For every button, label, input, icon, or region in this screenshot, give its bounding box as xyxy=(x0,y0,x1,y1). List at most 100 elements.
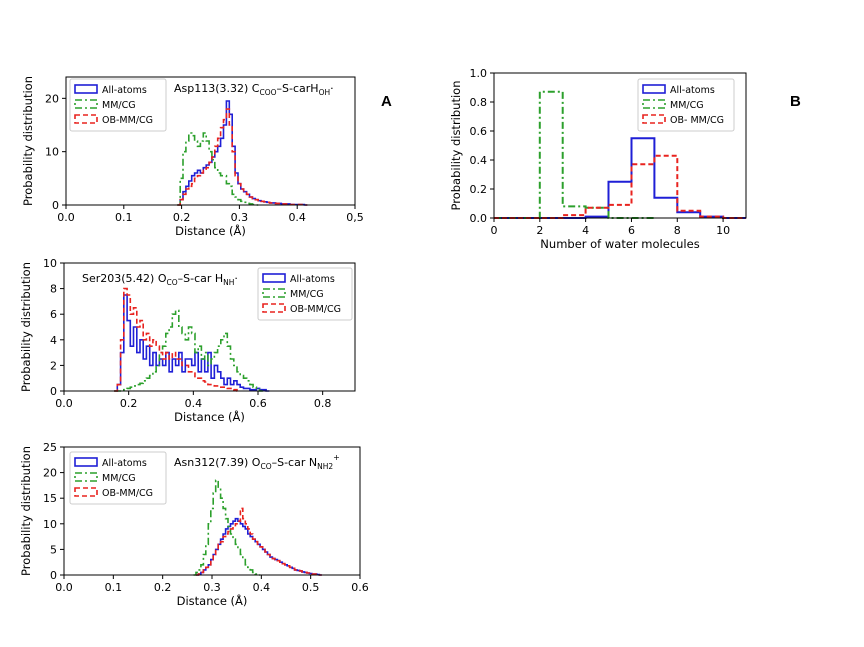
y-tick-label: 1.0 xyxy=(470,67,488,80)
series-line-asp113-1 xyxy=(177,132,259,206)
y-axis-label: Probability distribution xyxy=(449,81,463,211)
legend-label: All-atoms xyxy=(102,85,147,96)
x-axis-label: Number of water molecules xyxy=(540,237,699,251)
y-axis-label: Probability distribution xyxy=(19,446,33,576)
legend-label: MM/CG xyxy=(102,473,136,484)
series-line-water-2 xyxy=(494,154,746,219)
y-tick-label: 0 xyxy=(52,199,59,212)
plot-frame-asp113 xyxy=(65,76,356,206)
plot-frame-ser203 xyxy=(63,262,356,392)
x-tick-label: 0.5 xyxy=(302,581,320,594)
chart-water: 0 2 4 6 8 10 0.0 0.2 0.4 0.6 0.8 1.0 Number of water… xyxy=(449,67,747,251)
x-tick-label: 4 xyxy=(582,224,589,237)
x-axis-label: Distance (Å) xyxy=(175,223,246,238)
x-tick-label: 0.4 xyxy=(253,581,271,594)
panel-label-a: A xyxy=(381,93,392,110)
legend-swatch xyxy=(74,114,98,124)
x-tick-label: 8 xyxy=(674,224,681,237)
y-tick-label: 10 xyxy=(43,257,57,270)
y-axis-label: Probability distribution xyxy=(19,262,33,392)
plot-frame-water xyxy=(493,72,747,219)
y-tick-label: 8 xyxy=(50,283,57,296)
y-tick-label: 0.6 xyxy=(470,125,488,138)
x-axis-label: Distance (Å) xyxy=(177,593,248,608)
x-tick-label: 0.6 xyxy=(249,397,267,410)
legend-swatch xyxy=(74,457,98,467)
x-tick-label: 0.2 xyxy=(173,211,191,224)
legend-swatch xyxy=(74,99,98,109)
y-tick-label: 0.8 xyxy=(470,96,488,109)
x-tick-label: 2 xyxy=(536,224,543,237)
series-line-asn312-1 xyxy=(193,479,261,576)
legend-label: MM/CG xyxy=(290,289,324,300)
annotation-ser203: Ser203(5.42) OCO–S-car HNH· xyxy=(82,272,238,287)
y-tick-label: 0.2 xyxy=(470,183,488,196)
legend-label: OB-MM/CG xyxy=(290,304,341,315)
y-tick-label: 20 xyxy=(45,92,59,105)
y-tick-label: 15 xyxy=(43,492,57,505)
x-tick-label: 0.0 xyxy=(55,397,73,410)
legend-label: MM/CG xyxy=(670,100,704,111)
legend-swatch xyxy=(642,99,666,109)
y-tick-label: 5 xyxy=(50,543,57,556)
legend-label: OB- MM/CG xyxy=(670,115,724,126)
y-tick-label: 20 xyxy=(43,467,57,480)
x-tick-label: 0.2 xyxy=(120,397,138,410)
y-axis-label: Probability distribution xyxy=(21,76,35,206)
x-tick-label: 0.8 xyxy=(314,397,332,410)
x-tick-label: 0.2 xyxy=(154,581,172,594)
series-line-asn312-2 xyxy=(196,507,322,576)
legend-swatch xyxy=(642,114,666,124)
x-tick-label: 0 xyxy=(491,224,498,237)
legend-swatch xyxy=(74,472,98,482)
x-tick-label: 0.1 xyxy=(105,581,123,594)
annotation-asn312: Asn312(7.39) OCO–S-car NNH2+ xyxy=(174,453,340,471)
legend-label: OB-MM/CG xyxy=(102,115,153,126)
series-line-asn312-0 xyxy=(196,517,322,576)
x-tick-label: 0.4 xyxy=(185,397,203,410)
legend-box-ser203 xyxy=(257,267,353,321)
legend-label: All-atoms xyxy=(670,85,715,96)
legend-label: MM/CG xyxy=(102,100,136,111)
y-tick-label: 25 xyxy=(43,441,57,454)
y-tick-label: 6 xyxy=(50,308,57,321)
x-tick-label: 0.0 xyxy=(55,581,73,594)
panel-label-b: B xyxy=(790,93,801,110)
y-tick-label: 0 xyxy=(50,569,57,582)
legend-box-water xyxy=(637,78,735,132)
x-tick-label: 0.3 xyxy=(231,211,249,224)
series-line-water-0 xyxy=(494,137,746,219)
y-tick-label: 4 xyxy=(50,334,57,347)
series-line-asp113-2 xyxy=(177,108,308,206)
x-tick-label: 0.0 xyxy=(57,211,75,224)
legend-label: All-atoms xyxy=(102,458,147,469)
x-tick-label: 0.4 xyxy=(288,211,306,224)
x-tick-label: 0,5 xyxy=(346,211,364,224)
legend-label: OB-MM/CG xyxy=(102,488,153,499)
chart-ser203: 0.0 0.2 0.4 0.6 0.8 0 2 4 6 8 10 Distance (Å) Probab… xyxy=(19,257,356,424)
x-tick-label: 0.3 xyxy=(203,581,221,594)
y-tick-label: 0 xyxy=(50,385,57,398)
y-tick-label: 10 xyxy=(43,518,57,531)
legend-box-asn312 xyxy=(69,451,167,505)
y-tick-label: 10 xyxy=(45,146,59,159)
series-line-ser203-2 xyxy=(114,287,241,392)
legend-swatch xyxy=(642,84,666,94)
x-tick-label: 6 xyxy=(628,224,635,237)
series-line-ser203-1 xyxy=(114,309,263,392)
x-tick-label: 0.1 xyxy=(115,211,133,224)
legend-swatch xyxy=(262,303,286,313)
annotation-asp113: Asp113(3.32) CCOO–S-carHOH· xyxy=(174,82,334,97)
y-tick-label: 0.0 xyxy=(470,212,488,225)
chart-asn312: 0.0 0.1 0.2 0.3 0.4 0.5 0.6 0 5 10 15 20 25 Distance … xyxy=(19,441,369,608)
legend-swatch xyxy=(74,487,98,497)
x-axis-label: Distance (Å) xyxy=(174,409,245,424)
legend-swatch xyxy=(262,273,286,283)
legend-swatch xyxy=(74,84,98,94)
legend-box-asp113 xyxy=(69,78,167,132)
legend-label: All-atoms xyxy=(290,274,335,285)
y-tick-label: 0.4 xyxy=(470,154,488,167)
series-line-ser203-0 xyxy=(114,294,270,392)
chart-asp113: 0.0 0.1 0.2 0.3 0.4 0,5 0 10 20 Distance (Å) Proba… xyxy=(21,76,364,238)
